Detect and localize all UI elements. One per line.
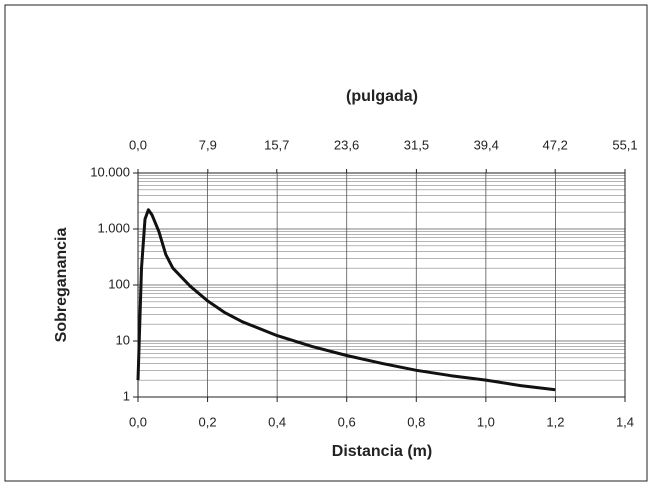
x-tick-label: 1,0 bbox=[477, 414, 495, 429]
y-tick-label: 1 bbox=[123, 388, 130, 403]
x-tick-label: 0,6 bbox=[338, 414, 356, 429]
x-tick-label: 0,2 bbox=[199, 414, 217, 429]
x-axis-label: Distancia (m) bbox=[332, 443, 432, 460]
plot-border bbox=[137, 172, 626, 398]
x2-tick-label: 47,2 bbox=[543, 137, 568, 152]
data-line bbox=[136, 208, 556, 392]
x2-tick-label: 31,5 bbox=[404, 137, 429, 152]
chart-title: (pulgada) bbox=[346, 88, 418, 105]
y-tick-label: 100 bbox=[108, 276, 130, 291]
x-tick-label: 0,0 bbox=[129, 414, 147, 429]
x2-tick-label: 39,4 bbox=[474, 137, 499, 152]
x2-tick-label: 23,6 bbox=[334, 137, 359, 152]
x2-tick-label: 15,7 bbox=[264, 137, 289, 152]
x2-tick-label: 7,9 bbox=[199, 137, 217, 152]
y-tick-label: 10.000 bbox=[90, 164, 130, 179]
y-tick-label: 10 bbox=[116, 332, 130, 347]
x-tick-label: 0,4 bbox=[268, 414, 286, 429]
x2-tick-label: 0,0 bbox=[129, 137, 147, 152]
y-axis-label: Sobreganancia bbox=[53, 228, 70, 343]
frame bbox=[4, 4, 648, 482]
x-tick-label: 1,2 bbox=[546, 414, 564, 429]
y-tick-label: 1.000 bbox=[97, 220, 130, 235]
x2-tick-label: 55,1 bbox=[612, 137, 637, 152]
x-tick-label: 0,8 bbox=[407, 414, 425, 429]
x-tick-label: 1,4 bbox=[616, 414, 634, 429]
